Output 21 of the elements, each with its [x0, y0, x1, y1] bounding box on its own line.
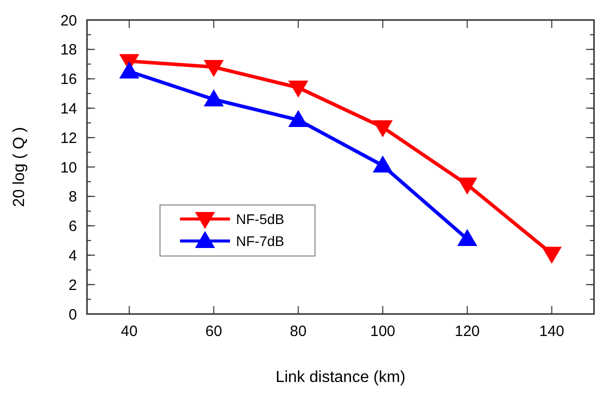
y-tick-label: 8 [68, 188, 77, 206]
x-tick-label: 100 [370, 323, 396, 340]
y-tick-label: 14 [60, 100, 77, 118]
x-tick-label: 140 [539, 323, 564, 340]
y-tick-label: 4 [68, 247, 77, 264]
legend-label: NF-5dB [236, 210, 284, 227]
x-tick-label: 40 [120, 323, 138, 340]
y-tick-label: 20 [60, 12, 77, 30]
x-tick-label: 120 [454, 323, 480, 340]
y-tick-label: 12 [60, 130, 77, 147]
x-tick-label: 60 [205, 323, 222, 340]
x-axis-title: Link distance (km) [276, 369, 406, 386]
y-tick-label: 0 [68, 306, 77, 324]
y-axis-title: 20 log ( Q ) [11, 126, 28, 208]
x-tick-label: 80 [290, 323, 307, 340]
y-tick-label: 16 [60, 71, 77, 88]
y-tick-label: 18 [60, 42, 77, 59]
y-tick-label: 10 [60, 159, 77, 176]
y-tick-label: 2 [68, 276, 77, 294]
legend-label: NF-7dB [236, 232, 284, 249]
y-tick-label: 6 [68, 218, 77, 236]
